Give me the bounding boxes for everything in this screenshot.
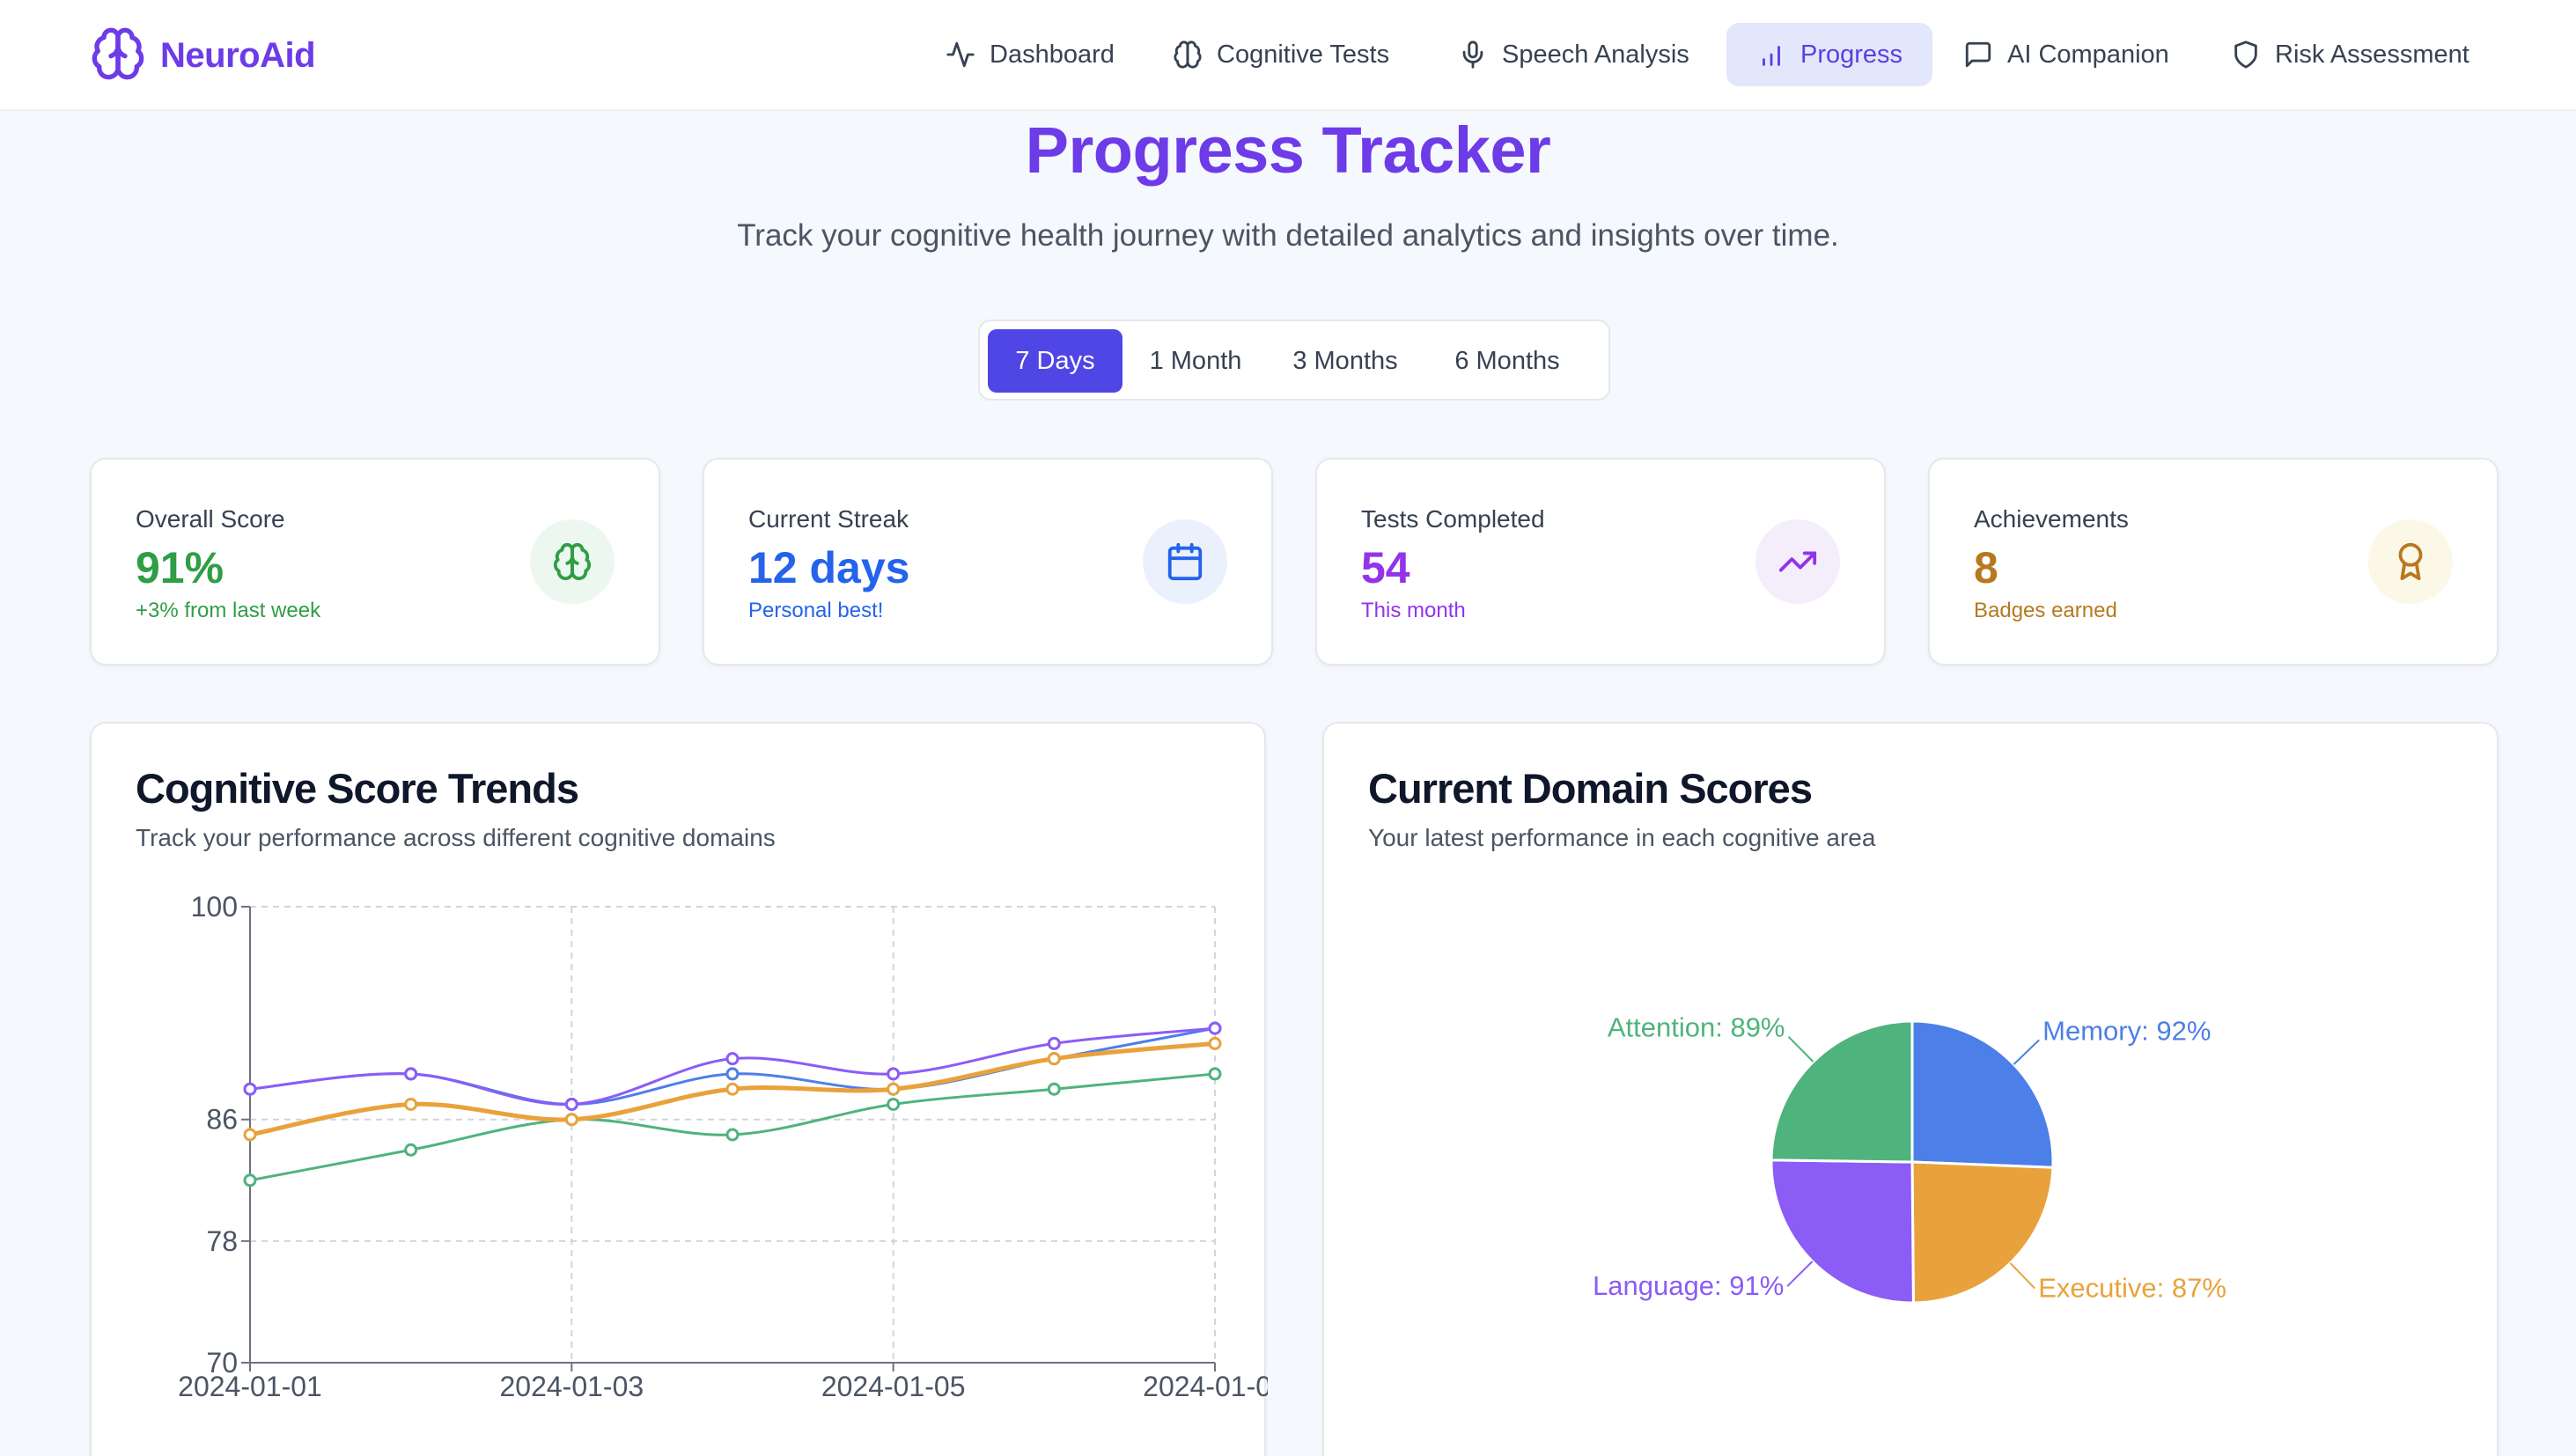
x-tick-label: 2024-01-03	[499, 1371, 644, 1402]
nav-label: Cognitive Tests	[1217, 40, 1390, 69]
x-tick-label: 2024-01-07	[1143, 1371, 1268, 1402]
stat-value: 8	[1974, 543, 1998, 592]
data-point-attention	[1208, 1067, 1222, 1081]
nav-item-dashboard[interactable]: Dashboard	[916, 23, 1144, 86]
data-point-language	[243, 1082, 257, 1096]
nav-item-progress[interactable]: Progress	[1726, 23, 1933, 86]
panel-subtitle: Your latest performance in each cognitiv…	[1368, 824, 1876, 851]
trends-panel: Cognitive Score Trends Track your perfor…	[90, 722, 1268, 1456]
pie-label-attention: Attention: 89%	[1608, 1012, 1785, 1043]
stat-card-tests-completed: Tests Completed 54 This month	[1315, 458, 1886, 665]
panel-title: Cognitive Score Trends	[136, 765, 579, 812]
data-point-language	[404, 1067, 418, 1081]
pie-chart: Memory: 92% Executive: 87% Language: 91% At…	[1593, 1012, 2226, 1305]
nav-item-speech-analysis[interactable]: Speech Analysis	[1428, 23, 1719, 86]
brain-logo-icon	[90, 26, 146, 86]
pie-label-memory: Memory: 92%	[2042, 1015, 2211, 1046]
data-point-executive	[725, 1082, 740, 1096]
top-nav-bar: NeuroAid Dashboard Cognitive Tests Speec…	[0, 0, 2576, 111]
period-7-days[interactable]: 7 Days	[988, 329, 1122, 393]
line-chart: 70 78 86 100 2024-01-01 2024-01-03 2024-01-05 2…	[178, 891, 1268, 1402]
data-point-executive	[1047, 1052, 1061, 1066]
pie-leader-attention	[1787, 1035, 1814, 1063]
data-point-memory	[725, 1067, 740, 1081]
pie-leader-executive	[2009, 1262, 2035, 1290]
data-point-attention	[887, 1097, 901, 1111]
period-3-months[interactable]: 3 Months	[1292, 347, 1398, 375]
period-selector: 7 Days 1 Month 3 Months 6 Months	[978, 320, 1610, 401]
message-icon	[1965, 41, 1991, 68]
y-tick-label: 100	[191, 891, 238, 923]
period-6-months[interactable]: 6 Months	[1454, 347, 1560, 375]
data-point-language	[1047, 1036, 1061, 1050]
period-1-month[interactable]: 1 Month	[1149, 347, 1242, 375]
pie-slice-attention	[1770, 1019, 1914, 1164]
x-tick-label: 2024-01-05	[821, 1371, 966, 1402]
data-point-attention	[243, 1173, 257, 1188]
stat-label: Achievements	[1974, 505, 2129, 533]
data-point-attention	[404, 1143, 418, 1157]
mic-icon	[1462, 40, 1483, 69]
pie-slice-memory	[1910, 1019, 2055, 1169]
stat-value: 12 days	[748, 543, 910, 592]
data-point-executive	[243, 1128, 257, 1142]
stat-note: +3% from last week	[136, 599, 321, 622]
pie-leader-language	[1786, 1261, 1814, 1287]
stat-value: 54	[1361, 543, 1410, 592]
pie-slice-language	[1770, 1158, 1915, 1305]
data-point-language	[887, 1067, 901, 1081]
panel-subtitle: Track your performance across different …	[136, 824, 776, 851]
data-point-executive	[1208, 1036, 1222, 1050]
calendar-icon	[1143, 519, 1227, 604]
bar-chart-icon	[1763, 46, 1780, 66]
data-point-attention	[1047, 1082, 1061, 1096]
trending-up-icon	[1755, 519, 1840, 604]
y-tick-label: 86	[206, 1104, 238, 1136]
data-point-language	[725, 1052, 740, 1066]
stat-card-achievements: Achievements 8 Badges earned	[1928, 458, 2499, 665]
page-subtitle: Track your cognitive health journey with…	[737, 218, 1839, 253]
pie-slice-executive	[1910, 1160, 2055, 1305]
stat-note: Badges earned	[1974, 599, 2117, 622]
brain-icon	[1174, 40, 1202, 69]
data-point-language	[564, 1097, 578, 1111]
pie-label-language: Language: 91%	[1593, 1270, 1784, 1301]
activity-icon	[946, 41, 975, 68]
page-title: Progress Tracker	[1025, 114, 1551, 187]
nav-label: Speech Analysis	[1502, 40, 1689, 69]
stat-label: Current Streak	[748, 505, 909, 533]
y-tick-label: 70	[206, 1347, 238, 1379]
app-name: NeuroAid	[160, 35, 316, 75]
data-point-executive	[887, 1082, 901, 1096]
stat-card-overall-score: Overall Score 91% +3% from last week	[90, 458, 660, 665]
x-tick-label: 2024-01-01	[178, 1371, 322, 1402]
data-point-executive	[404, 1097, 418, 1111]
stat-card-current-streak: Current Streak 12 days Personal best!	[703, 458, 1273, 665]
stat-note: Personal best!	[748, 599, 884, 622]
pie-leader-memory	[2013, 1039, 2040, 1065]
shield-icon	[2234, 40, 2257, 69]
nav-item-cognitive-tests[interactable]: Cognitive Tests	[1143, 23, 1419, 86]
data-point-executive	[564, 1113, 578, 1127]
nav-label: Progress	[1800, 40, 1903, 69]
brand[interactable]: NeuroAid	[90, 26, 316, 86]
stat-label: Overall Score	[136, 505, 285, 533]
brain-icon	[530, 519, 615, 604]
stat-label: Tests Completed	[1361, 505, 1545, 533]
nav-label: Risk Assessment	[2275, 40, 2469, 69]
pie-label-executive: Executive: 87%	[2038, 1273, 2226, 1304]
stat-note: This month	[1361, 599, 1466, 622]
nav-label: Dashboard	[990, 40, 1115, 69]
panel-title: Current Domain Scores	[1368, 765, 1813, 812]
nav-label: AI Companion	[2007, 40, 2169, 69]
nav-item-ai-companion[interactable]: AI Companion	[1933, 23, 2199, 86]
data-point-attention	[725, 1128, 740, 1142]
award-icon	[2368, 519, 2453, 604]
data-point-language	[1208, 1021, 1222, 1035]
domain-scores-panel: Current Domain Scores Your latest perfor…	[1322, 722, 2499, 1456]
nav-item-risk-assessment[interactable]: Risk Assessment	[2201, 23, 2499, 86]
stat-value: 91%	[136, 543, 224, 592]
y-tick-label: 78	[206, 1225, 238, 1257]
